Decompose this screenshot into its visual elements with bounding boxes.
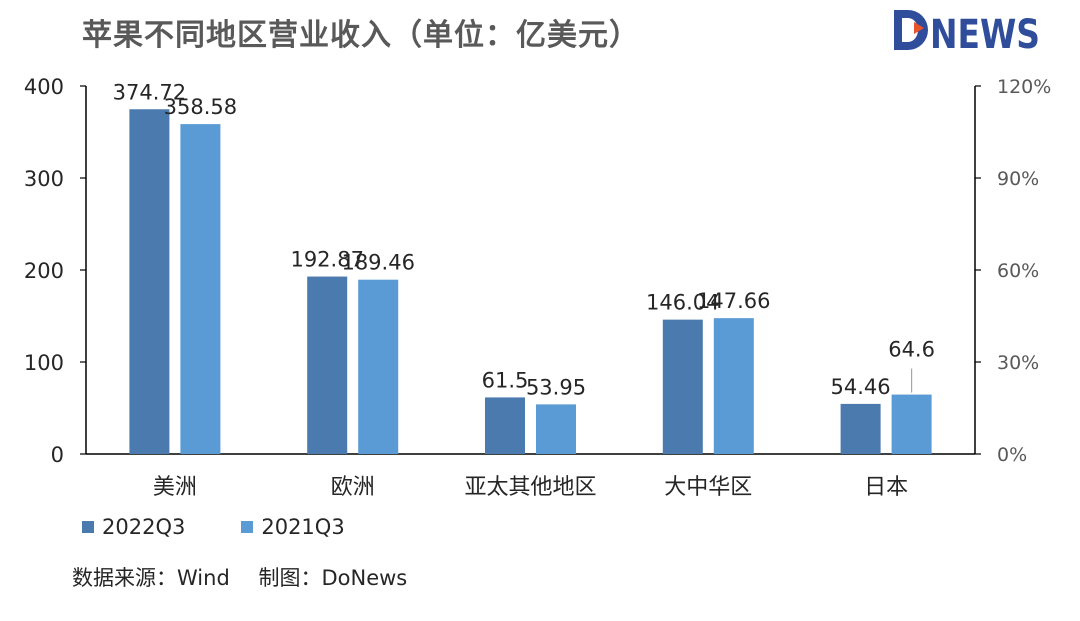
data-label-1-3: 147.66 <box>697 289 770 313</box>
source-note: 数据来源：Wind 制图：DoNews <box>72 562 411 592</box>
bars <box>129 109 932 455</box>
bar-1-3 <box>713 318 754 454</box>
legend-label-2021q3: 2021Q3 <box>261 515 345 539</box>
svg-text:NEWS: NEWS <box>930 12 1040 54</box>
donews-logo: NEWS <box>894 10 1040 54</box>
legend-swatch-2021q3 <box>241 521 254 533</box>
y-tick-label-right: 60% <box>997 260 1039 282</box>
data-label-0-2: 61.5 <box>482 368 529 392</box>
y-tick-label-left: 400 <box>24 75 64 99</box>
source-made-label: 制图：DoNews <box>258 566 408 590</box>
x-tick-label: 亚太其他地区 <box>464 475 596 500</box>
bar-1-0 <box>180 124 221 455</box>
bar-1-1 <box>358 279 399 454</box>
legend-item-2022q3: 2022Q3 <box>82 515 185 539</box>
bar-0-0 <box>129 109 170 454</box>
data-label-0-1: 192.87 <box>290 248 363 272</box>
y-tick-label-right: 120% <box>997 76 1051 98</box>
legend: 2022Q3 2021Q3 <box>82 514 401 540</box>
legend-label-2022q3: 2022Q3 <box>102 515 186 539</box>
bar-0-2 <box>485 397 525 454</box>
y-tick-label-left: 200 <box>24 259 64 283</box>
data-label-1-2: 53.95 <box>526 375 586 399</box>
y-tick-label-left: 100 <box>24 351 64 375</box>
data-label-0-4: 54.46 <box>831 375 891 399</box>
legend-item-2021q3: 2021Q3 <box>241 515 345 539</box>
x-tick-label: 欧洲 <box>331 475 375 500</box>
x-tick-label: 日本 <box>864 475 908 500</box>
legend-swatch-2022q3 <box>82 521 94 533</box>
source-data-label: 数据来源：Wind <box>72 566 230 590</box>
y-tick-label-right: 30% <box>997 352 1039 374</box>
data-label-1-0: 358.58 <box>164 95 237 119</box>
y-tick-label-right: 90% <box>997 168 1039 190</box>
y-tick-label-left: 0 <box>51 443 64 467</box>
x-tick-label: 大中华区 <box>664 475 752 500</box>
axes: 0 100 200 300 400 0% 30% 60% 90% 120% 美洲 欧洲 亚太其他地区 大中… <box>24 75 1051 500</box>
x-tick-label: 美洲 <box>153 475 197 500</box>
bar-1-2 <box>536 404 576 454</box>
y-tick-label-right: 0% <box>997 444 1027 466</box>
data-label-1-4: 64.6 <box>888 338 935 362</box>
bar-chart: 0 100 200 300 400 0% 30% 60% 90% 120% 美洲 欧洲 亚太其他地区 大中… <box>24 75 1051 500</box>
bar-1-4 <box>891 394 932 454</box>
bar-0-4 <box>840 403 881 454</box>
bar-0-1 <box>307 276 348 454</box>
chart-title: 苹果不同地区营业收入（单位：亿美元） <box>82 18 640 53</box>
y-tick-label-left: 300 <box>24 167 64 191</box>
data-label-1-1: 189.46 <box>341 251 414 275</box>
bar-0-3 <box>662 319 703 454</box>
data-label-0-3: 146.04 <box>646 291 719 315</box>
data-label-0-0: 374.72 <box>113 80 186 104</box>
